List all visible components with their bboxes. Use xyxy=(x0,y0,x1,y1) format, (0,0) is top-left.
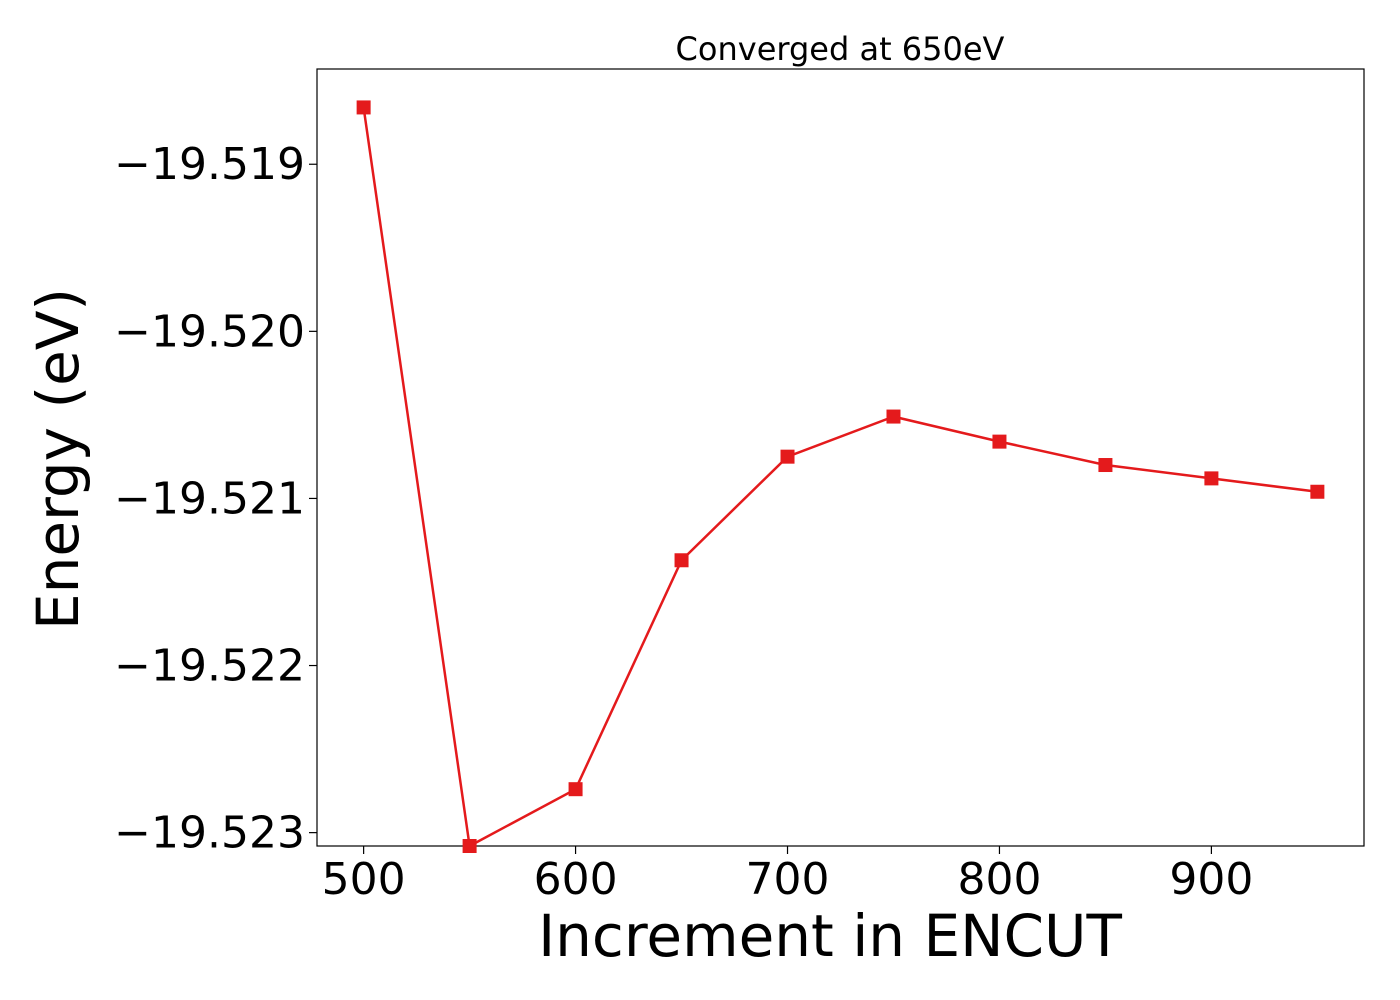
y-axis: −19.519 −19.520 −19.521 −19.522 −19.523 xyxy=(114,139,317,859)
data-point xyxy=(992,434,1007,449)
y-axis-label: Energy (eV) xyxy=(24,288,92,630)
data-point xyxy=(568,782,583,797)
data-point xyxy=(1310,484,1325,499)
x-tick-label: 600 xyxy=(534,854,618,905)
y-tick-label: −19.522 xyxy=(114,641,305,692)
x-tick-label: 900 xyxy=(1169,854,1253,905)
x-tick-label: 800 xyxy=(957,854,1041,905)
plot-frame xyxy=(316,68,1365,847)
data-point xyxy=(1204,471,1219,486)
data-markers xyxy=(356,100,1325,853)
data-point xyxy=(674,553,689,568)
y-tick-label: −19.523 xyxy=(114,808,305,859)
data-point xyxy=(1098,458,1113,473)
y-tick-label: −19.519 xyxy=(114,139,305,190)
data-point xyxy=(462,839,477,853)
data-point xyxy=(886,409,901,424)
x-axis: 500 600 700 800 900 xyxy=(322,846,1253,905)
data-point xyxy=(780,449,795,464)
y-tick-label: −19.521 xyxy=(114,473,305,524)
series-line xyxy=(362,107,1318,848)
chart-title: Converged at 650eV xyxy=(676,30,1005,68)
x-axis-label: Increment in ENCUT xyxy=(538,902,1122,970)
x-tick-label: 500 xyxy=(322,854,406,905)
x-tick-label: 700 xyxy=(746,854,830,905)
data-point xyxy=(356,100,371,115)
y-tick-label: −19.520 xyxy=(114,306,305,357)
